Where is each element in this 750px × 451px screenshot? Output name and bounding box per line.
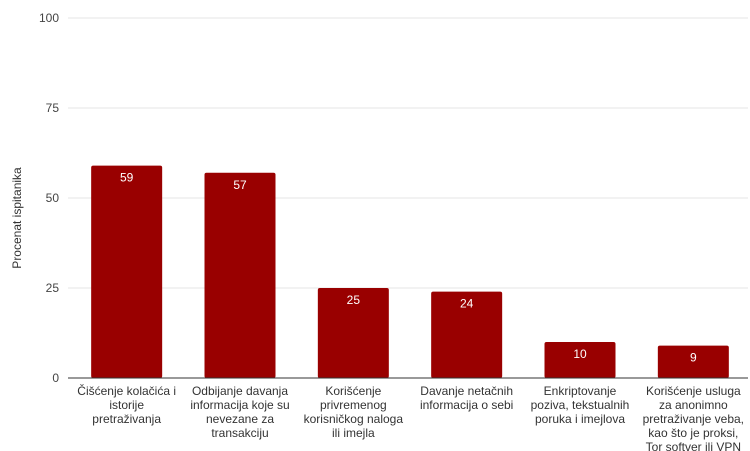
x-tick-label: Enkriptovanje poziva, tekstualnih poruka… <box>530 384 630 426</box>
y-tick-label: 0 <box>52 371 59 385</box>
y-tick-label: 100 <box>39 11 59 25</box>
y-tick-label: 75 <box>46 101 60 115</box>
x-tick-label: Davanje netačnih informacija o sebi <box>419 384 514 412</box>
data-label: 25 <box>347 293 361 307</box>
x-tick-label: Korišćenje privremenog korisničkog nalog… <box>303 384 404 440</box>
y-tick-label: 50 <box>46 191 60 205</box>
bars <box>91 165 729 378</box>
y-axis-ticks: 0 25 50 75 100 <box>39 11 59 385</box>
y-tick-label: 25 <box>46 281 60 295</box>
x-tick-label: Čišćenje kolačića i istorije pretraživan… <box>77 384 177 426</box>
bar <box>657 345 729 378</box>
x-tick-label: Korišćenje usluga za anonimno pretraživa… <box>642 384 745 451</box>
data-label: 24 <box>460 297 474 311</box>
bar <box>431 291 503 378</box>
bar <box>544 342 616 378</box>
data-label: 9 <box>690 351 697 365</box>
data-label: 10 <box>573 347 587 361</box>
bar <box>317 288 389 378</box>
data-labels: 59 57 25 24 10 9 <box>120 171 697 365</box>
bar <box>91 165 163 378</box>
data-label: 57 <box>233 178 247 192</box>
bar <box>204 172 276 378</box>
data-label: 59 <box>120 171 134 185</box>
y-axis-label: Procenat ispitanika <box>10 167 24 269</box>
x-tick-label: Odbijanje davanja informacija koje su ne… <box>190 384 290 440</box>
gridlines <box>68 17 748 289</box>
